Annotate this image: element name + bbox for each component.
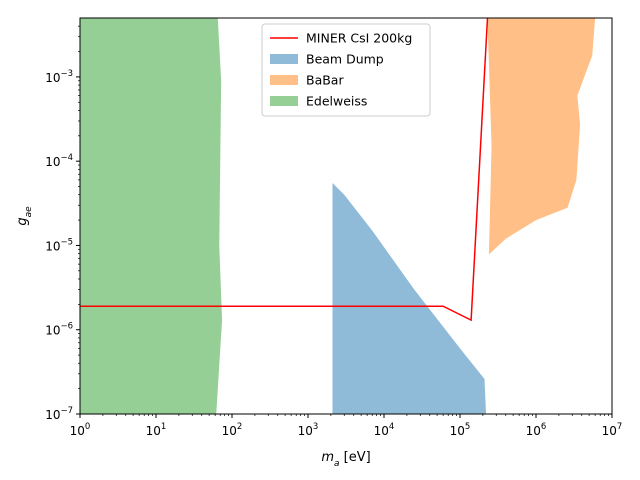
plot-frame: [79, 17, 613, 415]
y-tick-label: 10−4: [45, 153, 73, 169]
legend-label-miner-csi-200kg: MINER CsI 200kg: [306, 31, 412, 46]
x-tick-label: 100: [70, 422, 91, 438]
x-axis: 100 101 102 103 104 105 106 107: [70, 414, 623, 438]
y-tick-label: 10−6: [45, 322, 73, 338]
x-tick-label: 105: [450, 422, 471, 438]
x-tick-label: 103: [298, 422, 319, 438]
series-babar-region: [487, 18, 596, 255]
x-tick-label: 102: [222, 422, 243, 438]
legend-swatch-babar: [270, 75, 298, 85]
x-axis-label: ma [eV]: [321, 450, 370, 469]
legend: MINER CsI 200kg Beam Dump BaBar Edelweiss: [261, 23, 431, 117]
y-axis: 10−7 10−6 10−5 10−4 10−3: [45, 25, 80, 422]
legend-box: [261, 23, 431, 117]
y-tick-label: 10−3: [45, 69, 73, 85]
y-tick-label: 10−5: [45, 237, 73, 253]
series-miner-csi-200kg-line: [80, 18, 489, 322]
legend-swatch-edelweiss: [270, 96, 298, 106]
y-tick-label: 10−7: [45, 406, 73, 422]
legend-label-edelweiss: Edelweiss: [306, 94, 367, 109]
x-tick-label: 107: [602, 422, 623, 438]
x-tick-label: 104: [374, 422, 395, 438]
legend-swatch-beam-dump: [270, 54, 298, 64]
legend-label-babar: BaBar: [306, 73, 344, 88]
series-layer: [80, 18, 596, 414]
y-axis-label: gae: [15, 206, 34, 226]
x-tick-label: 101: [146, 422, 167, 438]
x-tick-label: 106: [526, 422, 547, 438]
series-edelweiss-region: [80, 18, 223, 414]
series-beam-dump-region: [332, 183, 487, 414]
legend-label-beam-dump: Beam Dump: [306, 52, 384, 67]
